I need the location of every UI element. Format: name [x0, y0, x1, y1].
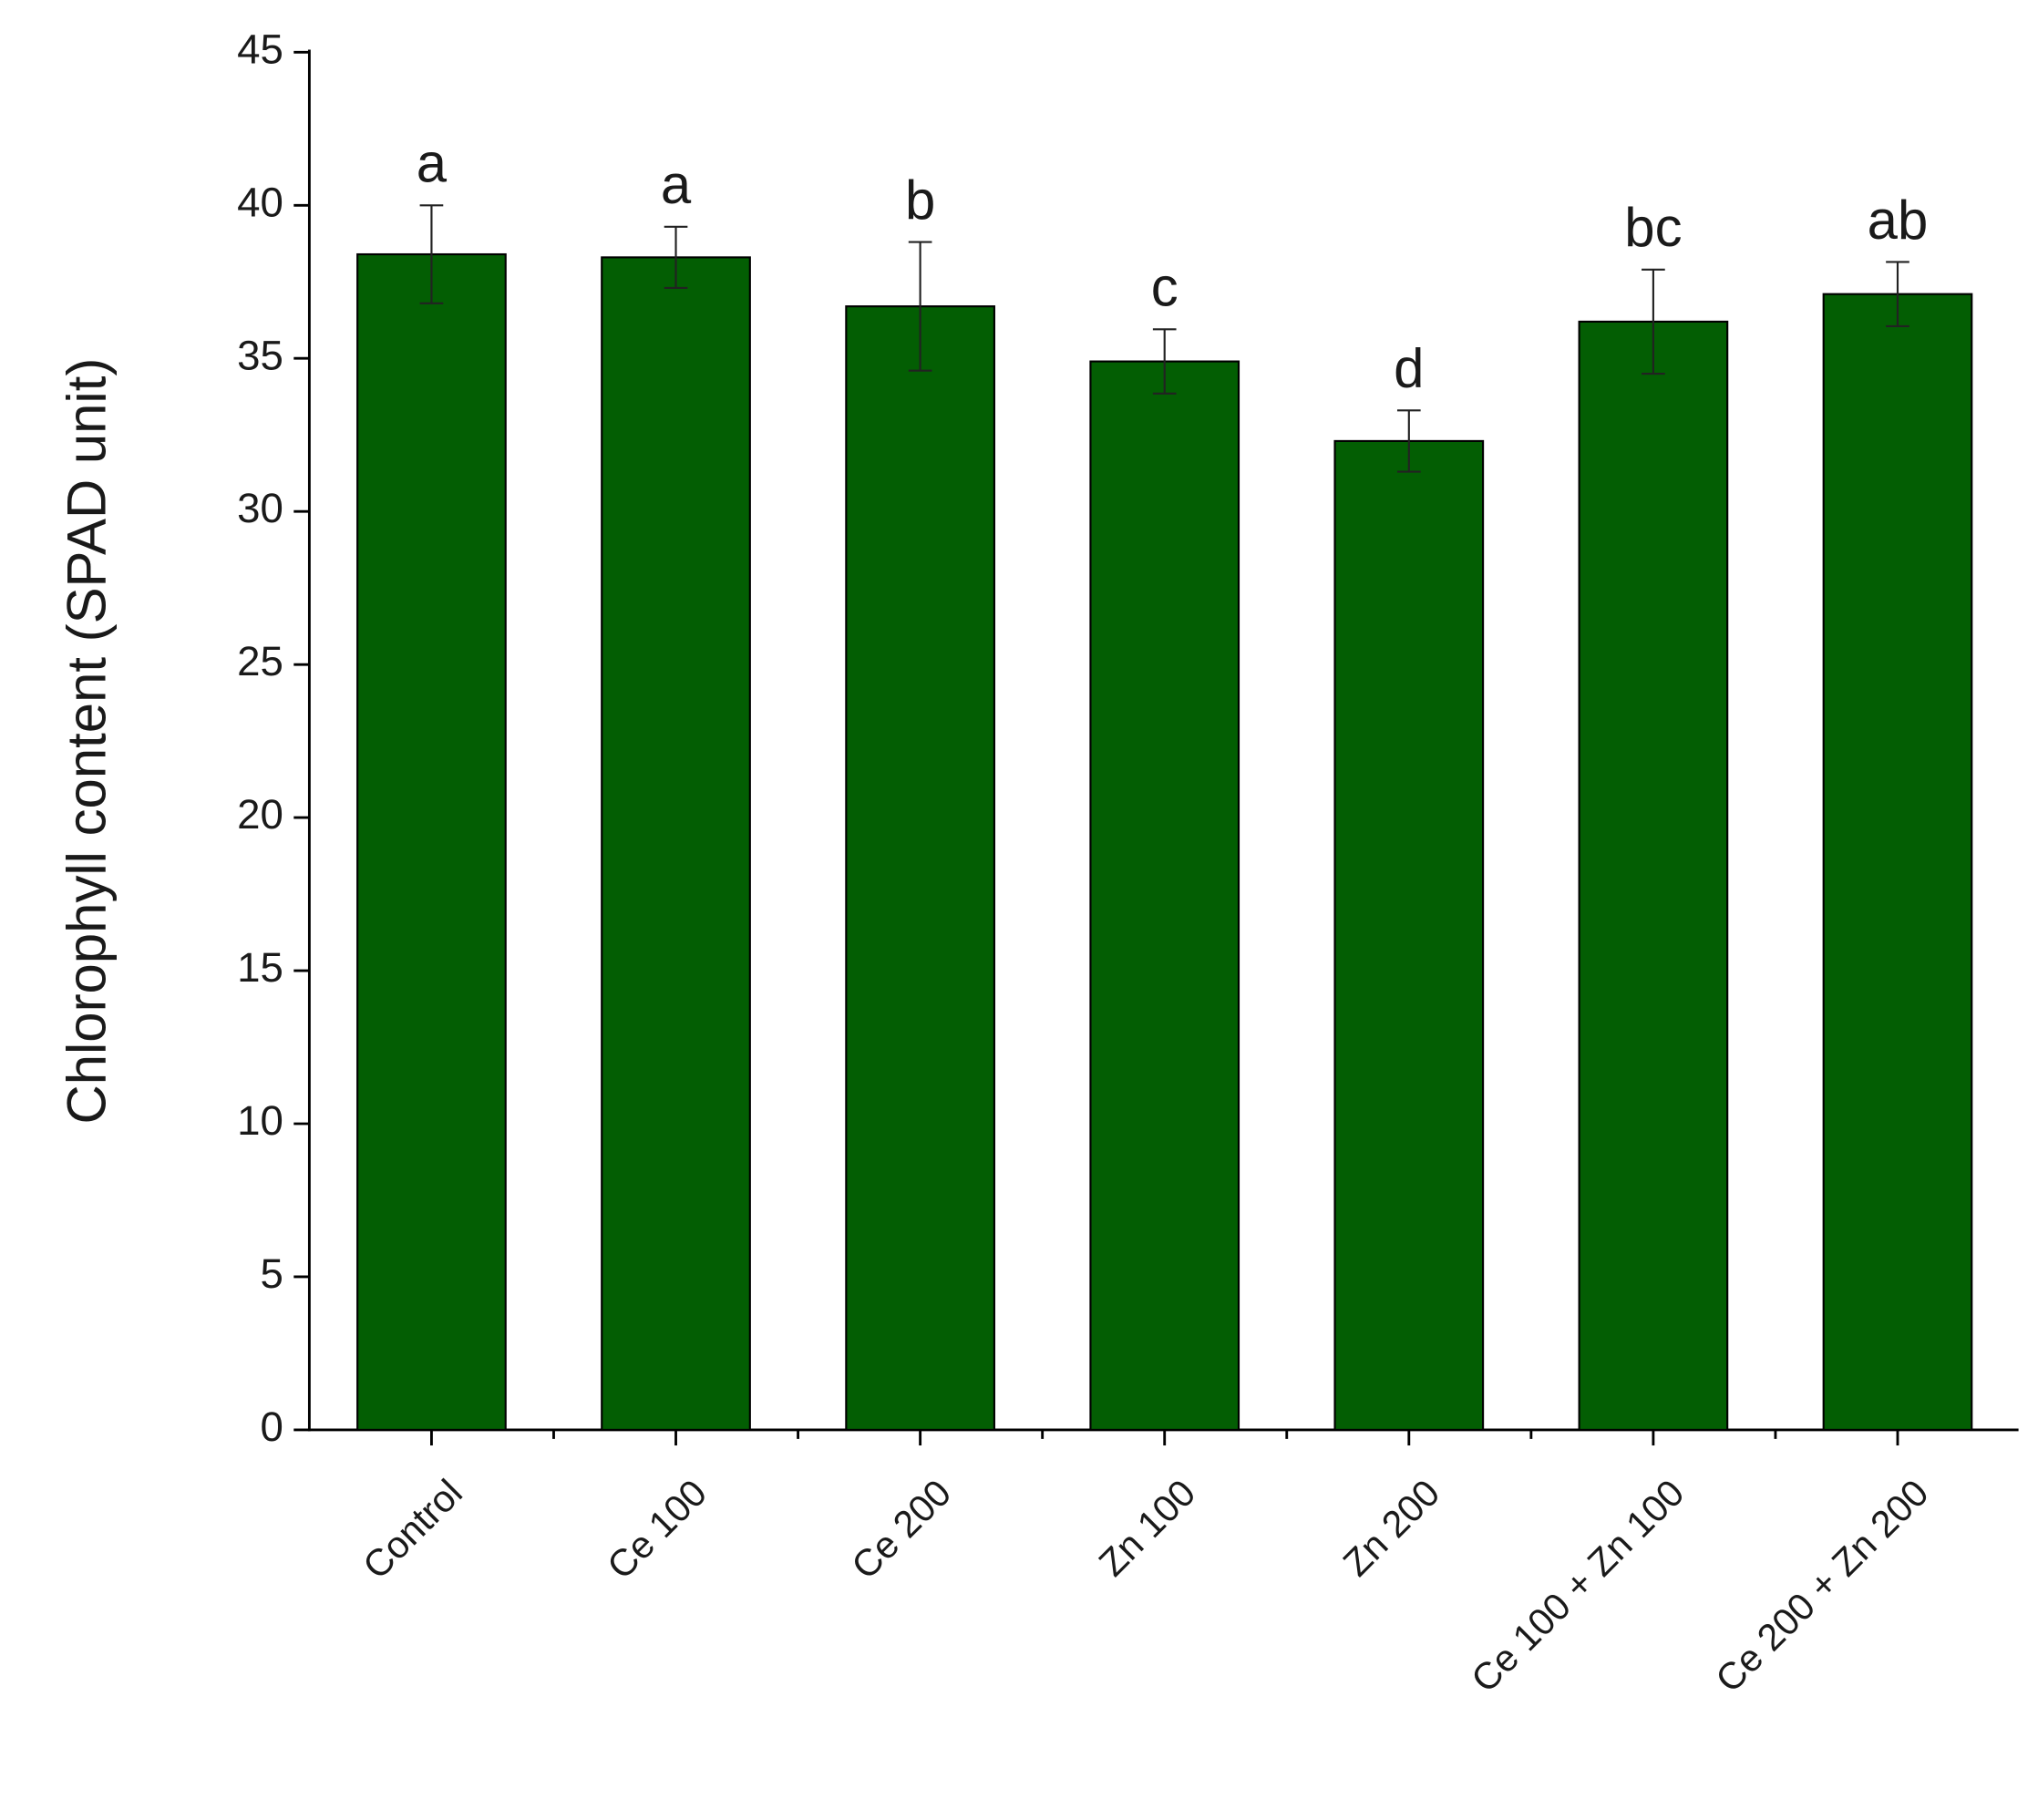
x-tick-label: Ce 200	[843, 1472, 959, 1588]
bar	[1822, 293, 1973, 1431]
y-tick-label: 15	[237, 944, 283, 991]
significance-letter: bc	[1624, 197, 1682, 258]
y-tick-label: 30	[237, 485, 283, 531]
y-tick-label: 10	[237, 1097, 283, 1144]
error-bar	[1152, 328, 1177, 395]
y-tick-label: 0	[260, 1404, 283, 1450]
significance-letter: a	[417, 133, 448, 194]
significance-letter: b	[905, 170, 935, 231]
bar	[845, 305, 995, 1431]
x-tick-label: Zn 100	[1091, 1472, 1204, 1585]
bar	[601, 256, 751, 1431]
significance-letter: ab	[1868, 190, 1929, 251]
x-tick-label: Ce 100 + Zn 100	[1463, 1472, 1692, 1701]
bar	[1089, 360, 1240, 1431]
y-tick-label: 25	[237, 638, 283, 684]
y-tick-label: 20	[237, 791, 283, 838]
bar	[356, 252, 507, 1431]
significance-letter: d	[1394, 338, 1424, 399]
error-bar	[1396, 409, 1421, 473]
x-tick-label: Ce 200 + Zn 200	[1707, 1472, 1936, 1701]
error-bar	[1886, 261, 1909, 328]
x-tick-label: Ce 100	[599, 1472, 715, 1588]
bar	[1578, 320, 1729, 1431]
significance-letter: c	[1151, 257, 1179, 318]
error-bar	[908, 241, 932, 372]
y-tick-label: 40	[237, 179, 283, 225]
y-tick-label: 5	[260, 1250, 283, 1297]
x-tick-label: Control	[355, 1472, 470, 1588]
y-tick-label: 35	[237, 332, 283, 378]
y-tick-label: 45	[237, 26, 283, 72]
y-axis-title: Chlorophyll content (SPAD unit)	[57, 358, 118, 1125]
error-bar	[664, 225, 688, 290]
bar	[1333, 439, 1485, 1431]
significance-letter: a	[661, 154, 692, 215]
error-bar	[419, 204, 444, 304]
error-bar	[1642, 268, 1665, 375]
x-tick-label: Zn 200	[1335, 1472, 1448, 1585]
